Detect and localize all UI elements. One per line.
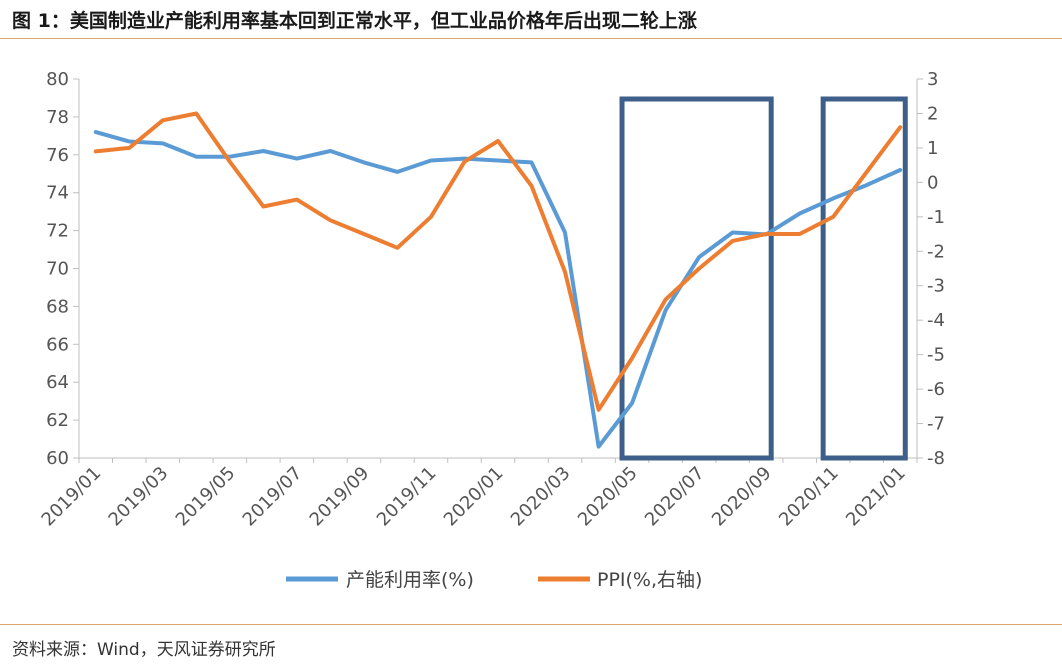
chart-series — [93, 111, 903, 449]
y-right-tick-label: -7 — [927, 414, 945, 435]
chart-legend: 产能利用率(%) PPI(%,右轴) — [286, 569, 702, 591]
y-left-tick-label: 72 — [46, 221, 69, 242]
x-tick-label: 2019/01 — [38, 463, 106, 531]
x-tick-label: 2020/05 — [574, 463, 642, 531]
y-right-tick-label: -1 — [927, 207, 945, 228]
y-right-tick-label: -8 — [927, 448, 945, 469]
figure-title: 图 1：美国制造业产能利用率基本回到正常水平，但工业品价格年后出现二轮上涨 — [12, 10, 697, 32]
y-right-tick-label: 1 — [927, 138, 938, 159]
y-right-tick-label: -3 — [927, 276, 945, 297]
y-left-tick-label: 78 — [46, 107, 69, 128]
x-tick-label: 2020/11 — [775, 463, 843, 531]
y-left-tick-label: 70 — [46, 259, 69, 280]
y-right-tick-label: 0 — [927, 172, 938, 193]
chart-axes: 60 62 64 66 68 70 72 74 76 78 80 3 2 1 0 -1 -2 -3 -4 -5 -6 -7… — [38, 69, 945, 530]
y-right-tick-label: -6 — [927, 379, 945, 400]
y-left-tick-label: 60 — [46, 448, 69, 469]
y-left-tick-label: 74 — [46, 183, 69, 204]
x-tick-label: 2019/03 — [105, 463, 173, 531]
title-rule — [0, 38, 1062, 39]
highlight-box — [619, 96, 774, 461]
x-tick-label: 2020/09 — [708, 463, 776, 531]
y-right-tick-label: 3 — [927, 69, 938, 90]
highlight-boxes — [619, 96, 908, 461]
y-left-tick-label: 68 — [46, 296, 69, 317]
y-left-tick-label: 76 — [46, 145, 69, 166]
source-note: 资料来源：Wind，天风证券研究所 — [12, 640, 276, 660]
legend-label-ppi: PPI(%,右轴) — [597, 569, 702, 591]
y-left-tick-label: 62 — [46, 410, 69, 431]
x-tick-label: 2021/01 — [842, 463, 910, 531]
x-tick-label: 2020/01 — [440, 463, 508, 531]
y-left-tick-label: 64 — [46, 372, 69, 393]
y-right-tick-label: 2 — [927, 103, 938, 124]
y-right-tick-label: -4 — [927, 310, 945, 331]
x-tick-label: 2020/07 — [641, 463, 709, 531]
y-left-tick-label: 80 — [46, 69, 69, 90]
x-tick-label: 2019/09 — [306, 463, 374, 531]
highlight-box — [820, 96, 908, 461]
x-tick-label: 2019/07 — [239, 463, 307, 531]
x-tick-label: 2019/11 — [373, 463, 441, 531]
legend-label-capacity: 产能利用率(%) — [346, 569, 474, 591]
x-tick-label: 2019/05 — [172, 463, 240, 531]
y-right-tick-label: -2 — [927, 241, 945, 262]
series-line-ppi — [93, 111, 903, 412]
series-line-capacity-utilization — [93, 130, 903, 449]
y-right-tick-label: -5 — [927, 345, 945, 366]
source-rule — [0, 624, 1062, 625]
y-left-tick-label: 66 — [46, 334, 69, 355]
x-tick-label: 2020/03 — [507, 463, 575, 531]
